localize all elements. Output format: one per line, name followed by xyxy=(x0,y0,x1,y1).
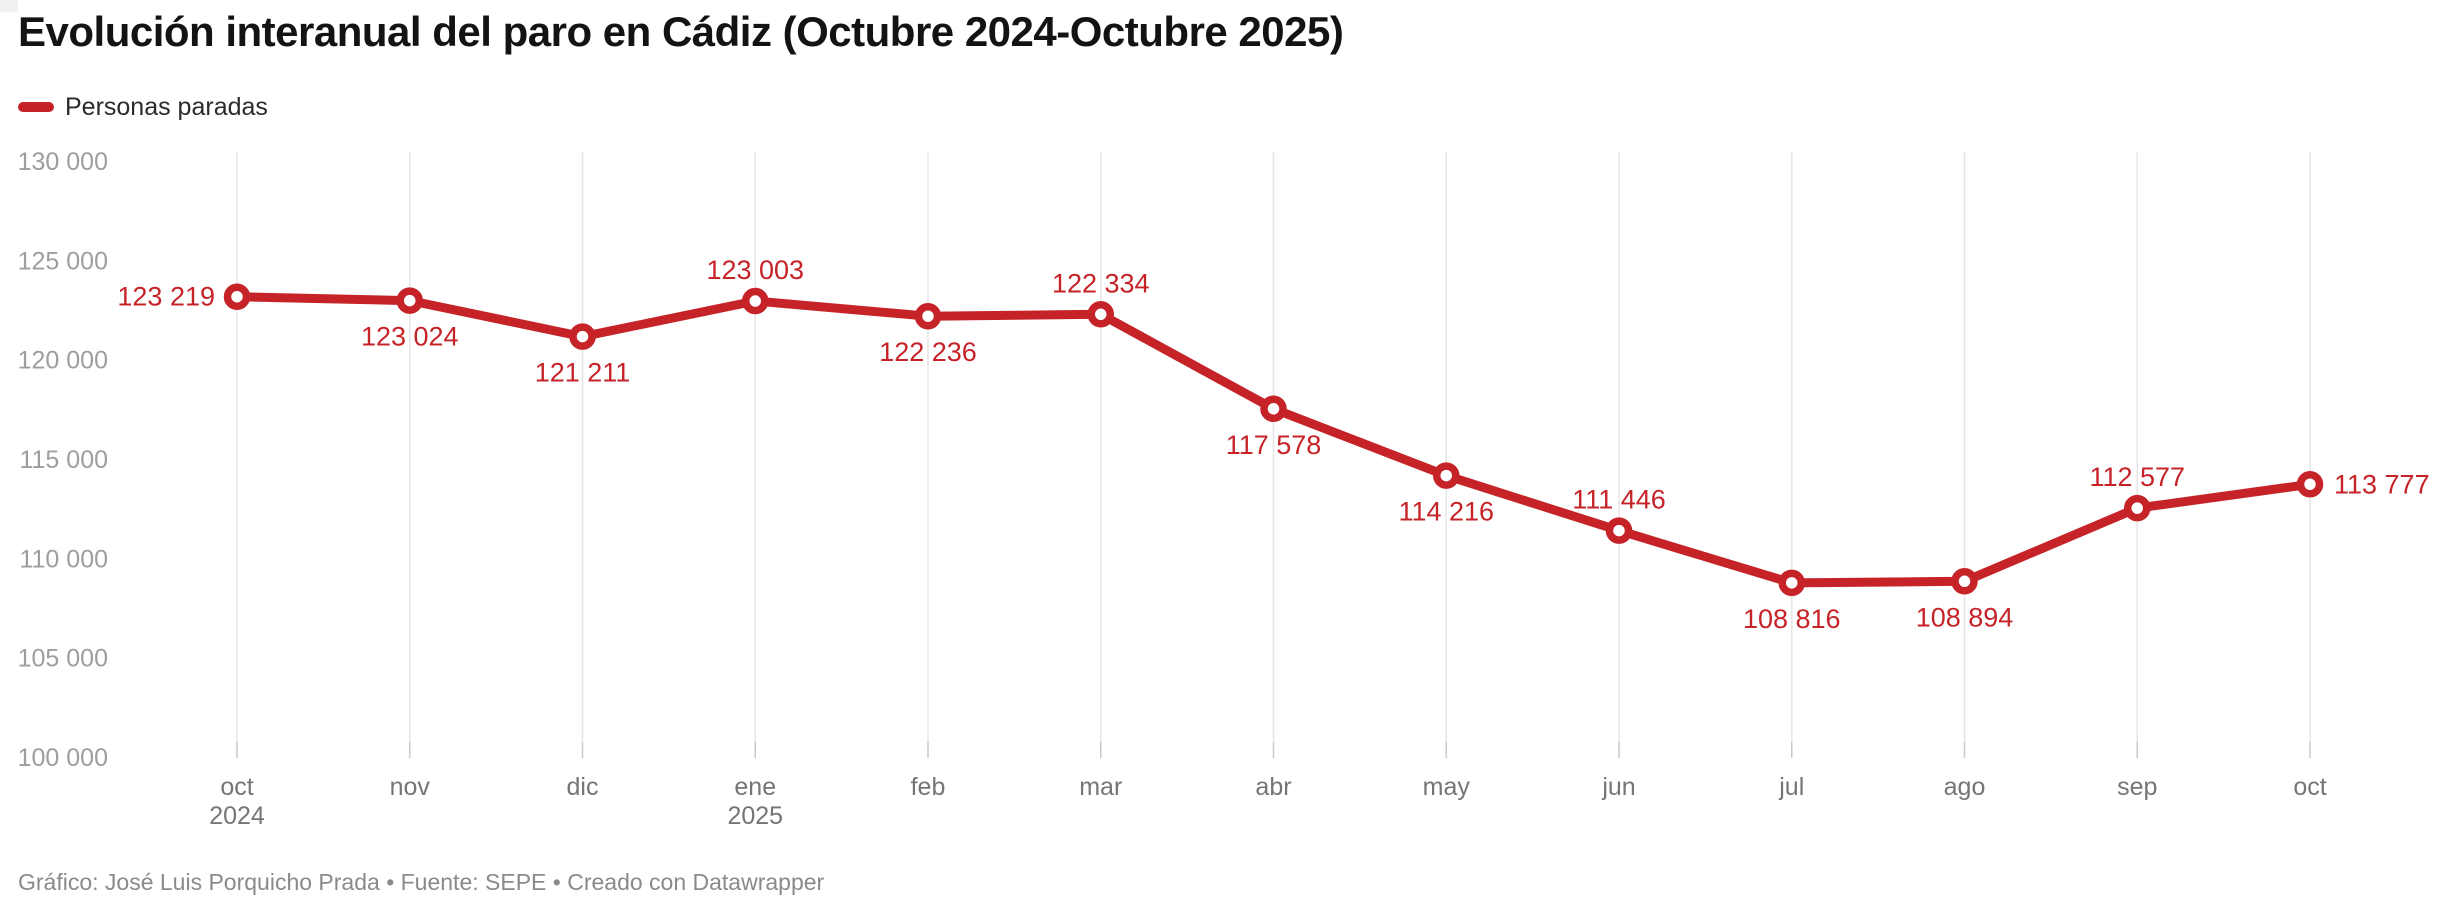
legend: Personas paradas xyxy=(18,94,268,120)
value-label: 117 578 xyxy=(1226,430,1322,460)
y-axis-labels: 130 000 125 000 120 000 115 000 110 000 105 0… xyxy=(18,148,108,772)
chart-footer: Gráfico: José Luis Porquicho Prada • Fue… xyxy=(18,869,825,895)
value-label: 122 236 xyxy=(879,337,977,367)
x-axis-month-label: ago xyxy=(1944,773,1986,801)
data-point-marker xyxy=(1260,395,1287,423)
value-label: 123 219 xyxy=(117,282,215,312)
chart-title: Evolución interanual del paro en Cádiz (… xyxy=(18,8,1344,55)
y-axis-tick-label: 110 000 xyxy=(19,545,108,573)
value-label: 108 894 xyxy=(1916,602,2014,632)
x-axis-month-label: jun xyxy=(1601,773,1635,801)
y-axis-tick-label: 130 000 xyxy=(18,148,108,176)
y-axis-tick-label: 120 000 xyxy=(18,347,108,375)
screenshot-corner-artifact xyxy=(0,0,18,12)
x-axis-year-label: 2025 xyxy=(727,802,783,830)
x-axis-month-label: jul xyxy=(1778,773,1804,801)
data-point-marker xyxy=(1778,569,1805,597)
x-axis-year-label: 2024 xyxy=(209,802,265,830)
data-point-marker xyxy=(223,283,251,310)
value-label: 113 777 xyxy=(2334,469,2430,499)
x-axis-month-label: ene xyxy=(734,773,776,801)
value-label: 121 211 xyxy=(535,358,631,388)
value-label: 123 003 xyxy=(706,255,804,285)
value-label: 114 216 xyxy=(1398,497,1494,527)
data-points xyxy=(223,283,2324,597)
data-point-marker xyxy=(1605,517,1633,544)
data-point-marker xyxy=(1433,462,1460,489)
value-label: 122 334 xyxy=(1052,268,1150,298)
x-axis-month-label: oct xyxy=(220,773,253,801)
x-axis-month-label: mar xyxy=(1079,773,1122,801)
legend-label: Personas paradas xyxy=(65,93,268,121)
value-label: 112 577 xyxy=(2089,462,2185,492)
x-axis-month-label: dic xyxy=(567,773,599,801)
x-axis-month-label: abr xyxy=(1255,773,1291,801)
x-axis-month-label: feb xyxy=(911,773,946,801)
x-axis-month-label: nov xyxy=(390,773,431,801)
value-label: 123 024 xyxy=(361,322,459,352)
y-axis-tick-label: 115 000 xyxy=(19,446,108,474)
x-axis-labels: oct nov dic ene feb mar abr may jun jul ago sep oct2… xyxy=(209,773,2327,830)
legend-line-swatch xyxy=(18,102,54,112)
value-label: 111 446 xyxy=(1572,485,1666,515)
x-axis-month-label: may xyxy=(1423,773,1471,801)
gridlines xyxy=(236,152,2311,758)
data-point-marker xyxy=(2124,494,2151,522)
data-point-marker xyxy=(569,323,596,350)
y-axis-tick-label: 105 000 xyxy=(18,645,108,673)
value-labels: 123 219 123 024 121 211 123 003 122 236 122 3… xyxy=(117,255,2429,634)
data-point-marker xyxy=(914,302,942,330)
value-label: 108 816 xyxy=(1743,604,1841,634)
data-point-marker xyxy=(1951,568,1978,595)
x-axis-month-label: sep xyxy=(2117,773,2157,801)
data-point-marker xyxy=(2296,471,2324,498)
y-axis-tick-label: 125 000 xyxy=(18,247,108,275)
data-point-marker xyxy=(1087,301,1114,328)
data-point-marker xyxy=(742,287,769,315)
x-axis-month-label: oct xyxy=(2293,773,2326,801)
y-axis-tick-label: 100 000 xyxy=(18,744,108,772)
data-point-marker xyxy=(396,287,423,314)
